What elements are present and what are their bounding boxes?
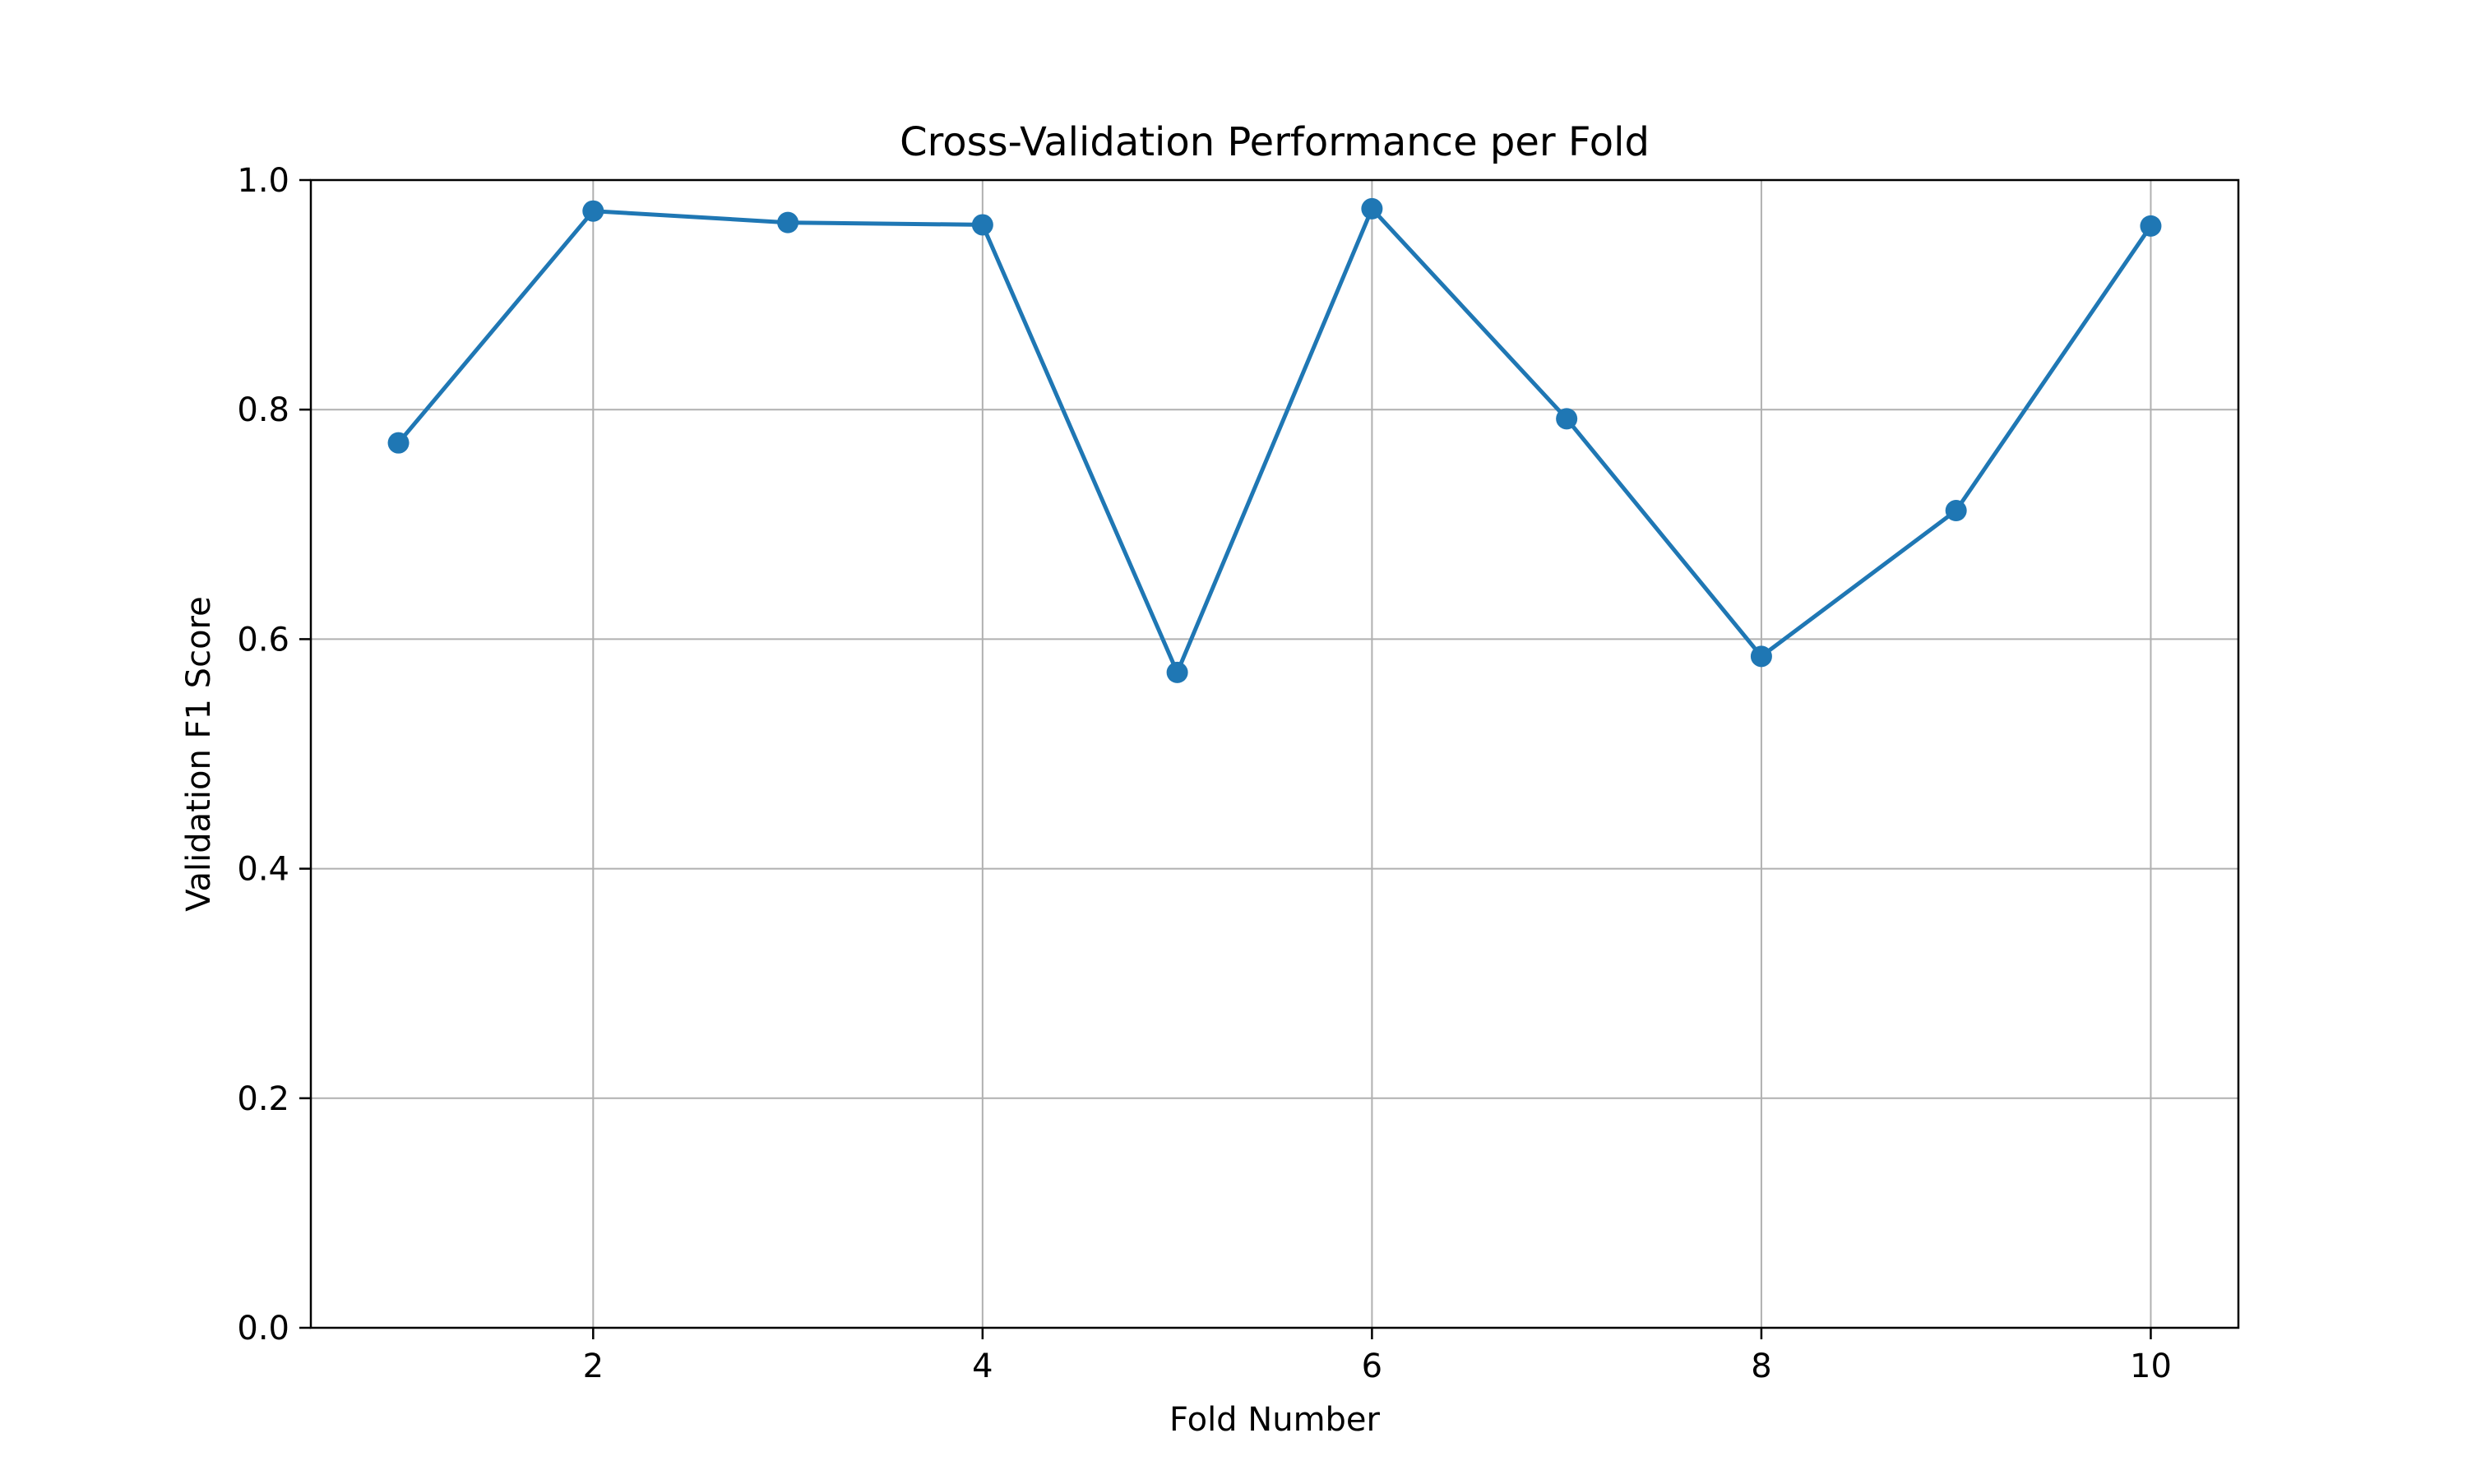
x-axis-label: Fold Number xyxy=(1169,1401,1381,1439)
x-tick-label: 4 xyxy=(972,1348,993,1385)
x-tick-label: 2 xyxy=(583,1348,604,1385)
data-point xyxy=(971,214,993,236)
chart-title: Cross-Validation Performance per Fold xyxy=(900,119,1650,165)
y-tick-label: 0.2 xyxy=(237,1080,289,1118)
data-point xyxy=(2140,215,2162,237)
data-point xyxy=(387,432,410,454)
y-axis-label: Validation F1 Score xyxy=(180,596,218,911)
data-point xyxy=(777,211,799,233)
x-tick-label: 10 xyxy=(2130,1348,2172,1385)
y-tick-label: 0.8 xyxy=(237,391,289,429)
plot-frame xyxy=(309,178,2240,1329)
series-layer xyxy=(387,197,2162,683)
data-point xyxy=(1750,645,1772,668)
data-point xyxy=(582,200,604,222)
y-tick-label: 0.4 xyxy=(237,851,289,889)
x-tick-label: 8 xyxy=(1751,1348,1771,1385)
x-tick-label: 6 xyxy=(1362,1348,1382,1385)
y-tick-label: 0.6 xyxy=(237,621,289,659)
data-point xyxy=(1361,197,1383,220)
series-line xyxy=(396,206,2153,675)
data-point xyxy=(1556,408,1578,430)
y-tick-label: 1.0 xyxy=(237,162,289,200)
axis-ticks: 2 4 6 8 10 0.0 0.2 0.4 0.6 0.8 1.0 xyxy=(237,162,2172,1385)
y-tick-label: 0.0 xyxy=(237,1310,289,1348)
data-point xyxy=(1945,500,1967,522)
data-point xyxy=(1166,661,1188,683)
